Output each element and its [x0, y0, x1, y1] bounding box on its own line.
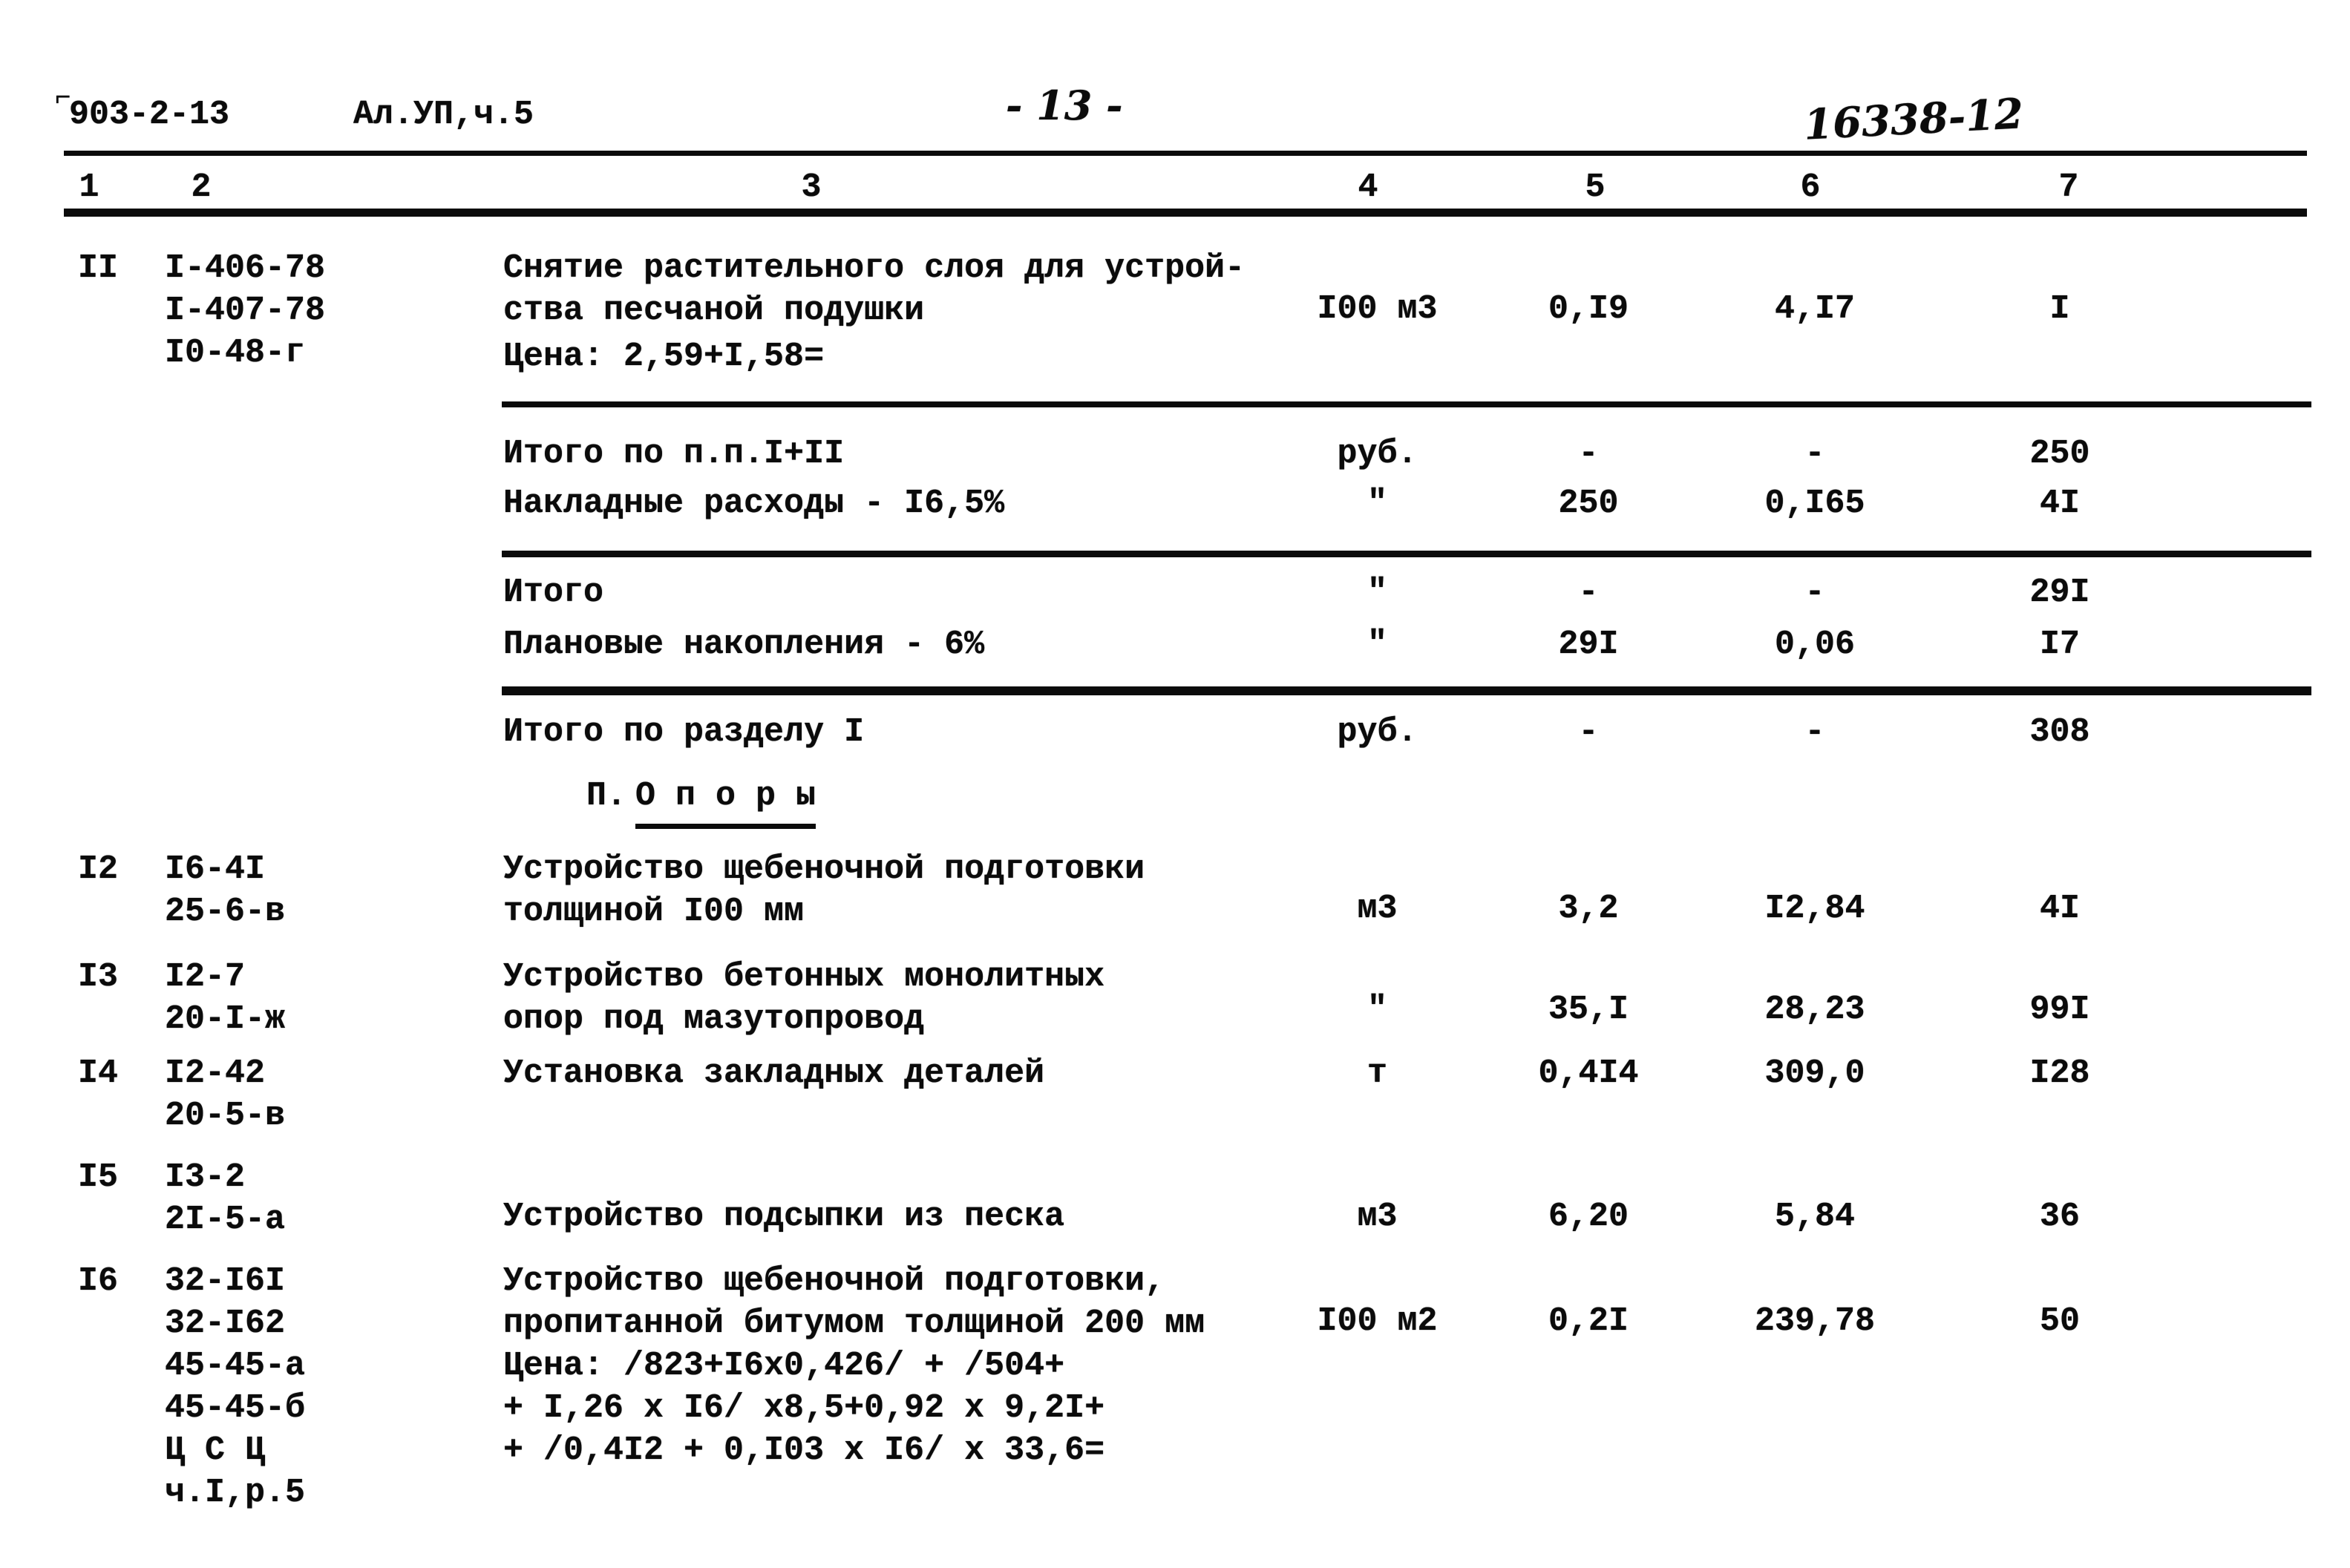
- summary-planned-savings-quantity: 29I: [1558, 626, 1619, 663]
- summary-total-items-unit: руб.: [1337, 435, 1418, 473]
- row-14-unit-cost: 309,0: [1764, 1054, 1865, 1092]
- corner-crop-mark: ⌐: [55, 83, 71, 114]
- summary-planned-savings-total: I7: [2039, 626, 2080, 663]
- section-2-numeral: П.: [586, 777, 627, 815]
- row-16-total: 50: [2039, 1302, 2080, 1340]
- row-12-number: I2: [78, 850, 119, 888]
- column-number-4: 4: [1358, 168, 1378, 206]
- row-15-quantity: 6,20: [1548, 1198, 1629, 1236]
- row-15-codes: I3-2 2I-5-а: [165, 1158, 286, 1239]
- row-12-quantity: 3,2: [1558, 890, 1619, 928]
- summary-overhead-total: 4I: [2039, 485, 2080, 522]
- row-13-quantity: 35,I: [1548, 991, 1629, 1029]
- summary-subtotal-unit-cost: -: [1804, 574, 1825, 611]
- album-reference: Ал.УП,ч.5: [353, 96, 534, 134]
- row-11-quantity: 0,I9: [1548, 290, 1629, 328]
- row-16-quantity: 0,2I: [1548, 1302, 1629, 1340]
- row-15-description: Устройство подсыпки из песка: [503, 1198, 1065, 1236]
- row-13-unit-cost: 28,23: [1764, 991, 1865, 1029]
- summary-overhead-unit: ": [1367, 485, 1387, 522]
- summary-subtotal-label: Итого: [503, 574, 604, 611]
- column-number-1: 1: [79, 168, 99, 206]
- row-13-number: I3: [78, 958, 119, 996]
- row-16-description: Устройство щебеночной подготовки, пропит…: [503, 1262, 1205, 1469]
- row-12-unit: м3: [1357, 890, 1398, 928]
- row-16-number: I6: [78, 1262, 119, 1300]
- section-2-title: О п о р ы: [635, 775, 816, 829]
- table-rule-under-columns: [64, 209, 2307, 217]
- row-13-description: Устройство бетонных монолитных опор под …: [503, 958, 1105, 1038]
- doc-code: 903-2-13: [69, 96, 230, 134]
- row-15-unit-cost: 5,84: [1774, 1198, 1856, 1236]
- row-16-codes: 32-I6I 32-I62 45-45-а 45-45-б Ц С Ц ч.I,…: [165, 1262, 306, 1512]
- column-number-3: 3: [801, 168, 822, 206]
- row-11-description: Снятие растительного слоя для устрой- ст…: [503, 249, 1246, 329]
- summary-planned-savings-unit: ": [1367, 626, 1387, 663]
- row-15-unit: м3: [1357, 1198, 1398, 1236]
- row-14-codes: I2-42 20-5-в: [165, 1054, 286, 1135]
- row-14-unit: т: [1367, 1054, 1387, 1092]
- row-11-price-formula: Цена: 2,59+I,58=: [503, 338, 825, 375]
- row-14-quantity: 0,4I4: [1538, 1054, 1639, 1092]
- summary-section1-total-unit-cost: -: [1804, 713, 1825, 751]
- summary-overhead-label: Накладные расходы - I6,5%: [503, 485, 1005, 522]
- row-12-description: Устройство щебеночной подготовки толщино…: [503, 850, 1145, 931]
- column-number-6: 6: [1800, 168, 1821, 206]
- row-13-total: 99I: [2029, 991, 2090, 1029]
- table-rule-before-section-total: [502, 686, 2311, 695]
- summary-section1-total-label: Итого по разделу I: [503, 713, 865, 751]
- row-11-number: II: [78, 249, 119, 287]
- summary-overhead-quantity: 250: [1558, 485, 1619, 522]
- column-number-7: 7: [2058, 168, 2079, 206]
- row-15-total: 36: [2039, 1198, 2080, 1236]
- summary-section1-total-quantity: -: [1578, 713, 1599, 751]
- column-number-5: 5: [1585, 168, 1606, 206]
- row-11-codes: I-406-78 I-407-78 I0-48-г: [165, 249, 326, 372]
- row-12-total: 4I: [2039, 890, 2080, 928]
- row-11-unit: I00 м3: [1317, 290, 1438, 328]
- row-14-total: I28: [2029, 1054, 2090, 1092]
- row-14-number: I4: [78, 1054, 119, 1092]
- summary-total-items-total: 250: [2029, 435, 2090, 473]
- inventory-number: 16338-12: [1802, 89, 2025, 150]
- table-rule-top: [64, 151, 2307, 156]
- row-12-unit-cost: I2,84: [1764, 890, 1865, 928]
- summary-planned-savings-unit-cost: 0,06: [1774, 626, 1856, 663]
- table-rule-after-overhead: [502, 551, 2311, 557]
- summary-section1-total-total: 308: [2029, 713, 2090, 751]
- summary-overhead-unit-cost: 0,I65: [1764, 485, 1865, 522]
- summary-total-items-label: Итого по п.п.I+II: [503, 435, 845, 473]
- summary-subtotal-total: 29I: [2029, 574, 2090, 611]
- summary-planned-savings-label: Плановые накопления - 6%: [503, 626, 985, 663]
- row-15-number: I5: [78, 1158, 119, 1196]
- row-16-unit: I00 м2: [1317, 1302, 1438, 1340]
- row-12-codes: I6-4I 25-6-в: [165, 850, 286, 931]
- row-11-unit-cost: 4,I7: [1774, 290, 1856, 328]
- row-13-unit: ": [1367, 991, 1387, 1029]
- table-rule-after-row-11: [502, 401, 2311, 407]
- row-14-description: Установка закладных деталей: [503, 1054, 1045, 1092]
- row-13-codes: I2-7 20-I-ж: [165, 958, 286, 1038]
- summary-total-items-unit-cost: -: [1804, 435, 1825, 473]
- row-11-total: I: [2049, 290, 2070, 328]
- row-16-unit-cost: 239,78: [1754, 1302, 1876, 1340]
- summary-subtotal-unit: ": [1367, 574, 1387, 611]
- page-number: - 13 -: [1006, 82, 1123, 129]
- summary-subtotal-quantity: -: [1578, 574, 1599, 611]
- summary-total-items-quantity: -: [1578, 435, 1599, 473]
- column-number-2: 2: [191, 168, 212, 206]
- summary-section1-total-unit: руб.: [1337, 713, 1418, 751]
